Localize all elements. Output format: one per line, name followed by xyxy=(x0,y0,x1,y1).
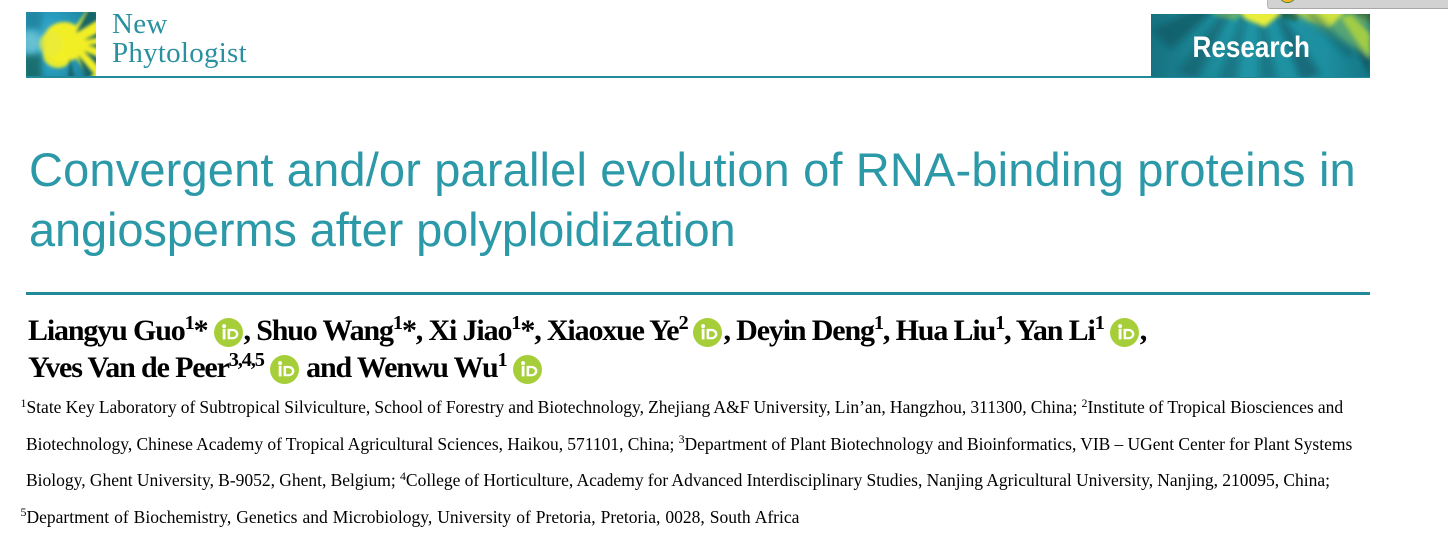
svg-text:Research: Research xyxy=(1193,31,1311,64)
